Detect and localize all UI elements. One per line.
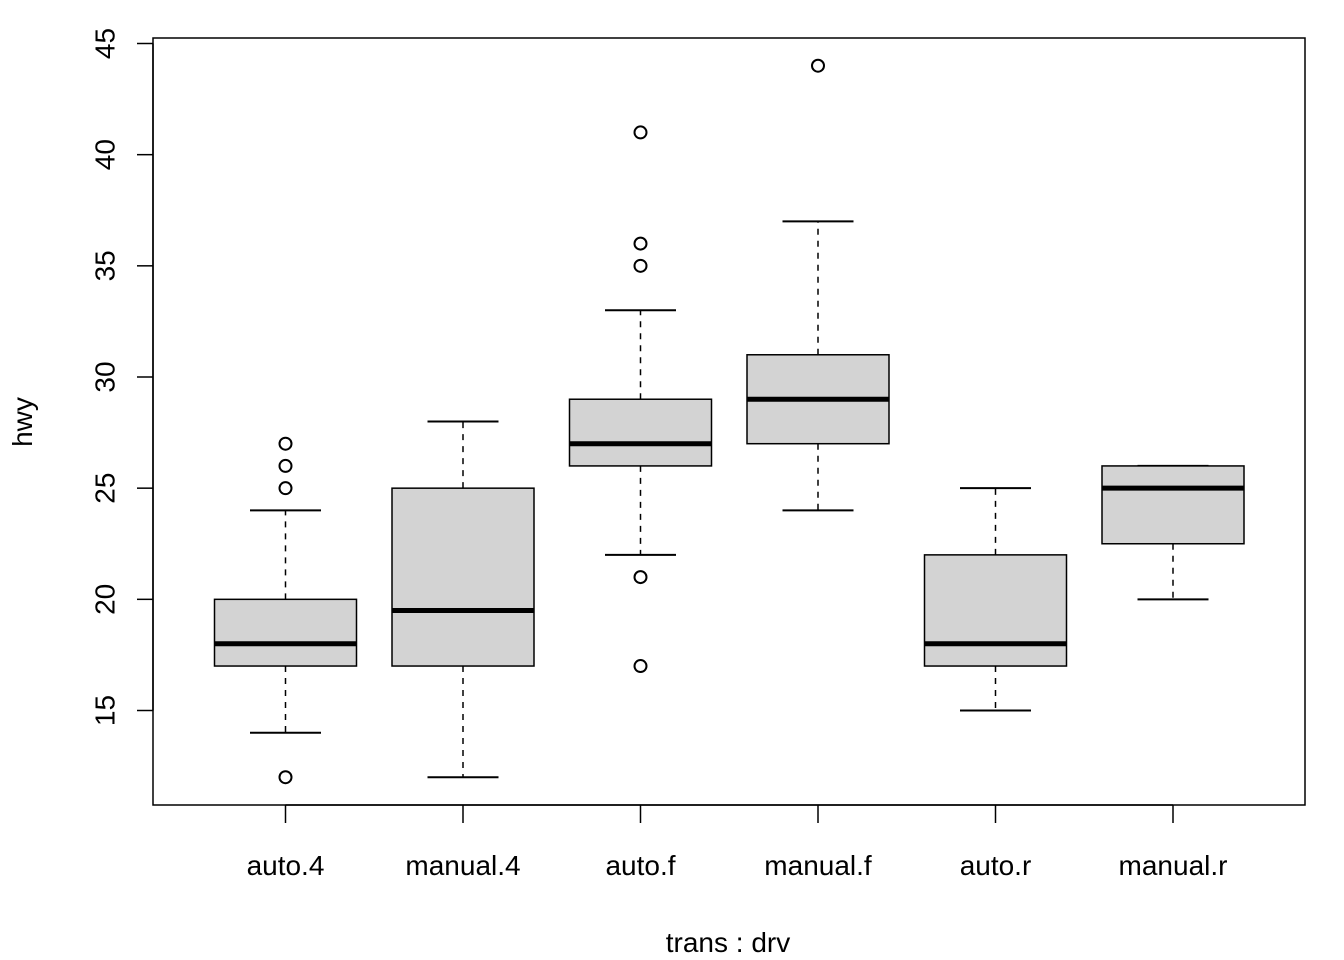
- iqr-box: [213, 598, 358, 667]
- iqr-box: [923, 554, 1068, 667]
- iqr-box: [1101, 465, 1245, 545]
- x-axis: auto.4 manual.4 auto.f manual.f auto.r manual…: [247, 804, 1228, 881]
- iqr-box: [568, 398, 713, 467]
- y-tick-label: 20: [90, 584, 121, 615]
- x-tick-label: manual.f: [764, 850, 872, 881]
- plot-frame: [152, 37, 1306, 806]
- x-tick-label: auto.r: [960, 850, 1032, 881]
- y-tick-label: 35: [90, 250, 121, 281]
- x-axis-title: trans : drv: [666, 927, 790, 958]
- y-axis: 15 20 25 30 35 40 45: [90, 28, 154, 726]
- x-tick-label: auto.4: [247, 850, 325, 881]
- outlier-point: [633, 258, 648, 273]
- outlier-point: [633, 125, 648, 140]
- plot-border: [152, 37, 1306, 806]
- outlier-point: [633, 570, 648, 585]
- outlier-point: [811, 58, 825, 73]
- outlier-point: [633, 659, 648, 674]
- iqr-box: [391, 487, 535, 667]
- outlier-point: [278, 481, 293, 496]
- boxes: [213, 58, 1245, 785]
- outlier-point: [278, 770, 293, 785]
- box-manual.r: [1101, 464, 1245, 601]
- y-tick-label: 15: [90, 695, 121, 726]
- x-tick-label: manual.4: [405, 850, 520, 881]
- y-tick-label: 45: [90, 28, 121, 59]
- box-auto.4: [213, 436, 358, 785]
- y-tick-label: 30: [90, 361, 121, 392]
- y-tick-label: 25: [90, 473, 121, 504]
- box-auto.r: [923, 487, 1068, 712]
- outlier-point: [278, 436, 293, 451]
- x-tick-label: manual.r: [1119, 850, 1228, 881]
- box-auto.f: [568, 125, 713, 674]
- x-tick-label: auto.f: [605, 850, 675, 881]
- outlier-point: [278, 458, 293, 473]
- outlier-point: [633, 236, 648, 251]
- y-axis-title: hwy: [7, 397, 38, 447]
- box-manual.f: [746, 58, 890, 512]
- y-tick-label: 40: [90, 139, 121, 170]
- box-manual.4: [391, 420, 535, 779]
